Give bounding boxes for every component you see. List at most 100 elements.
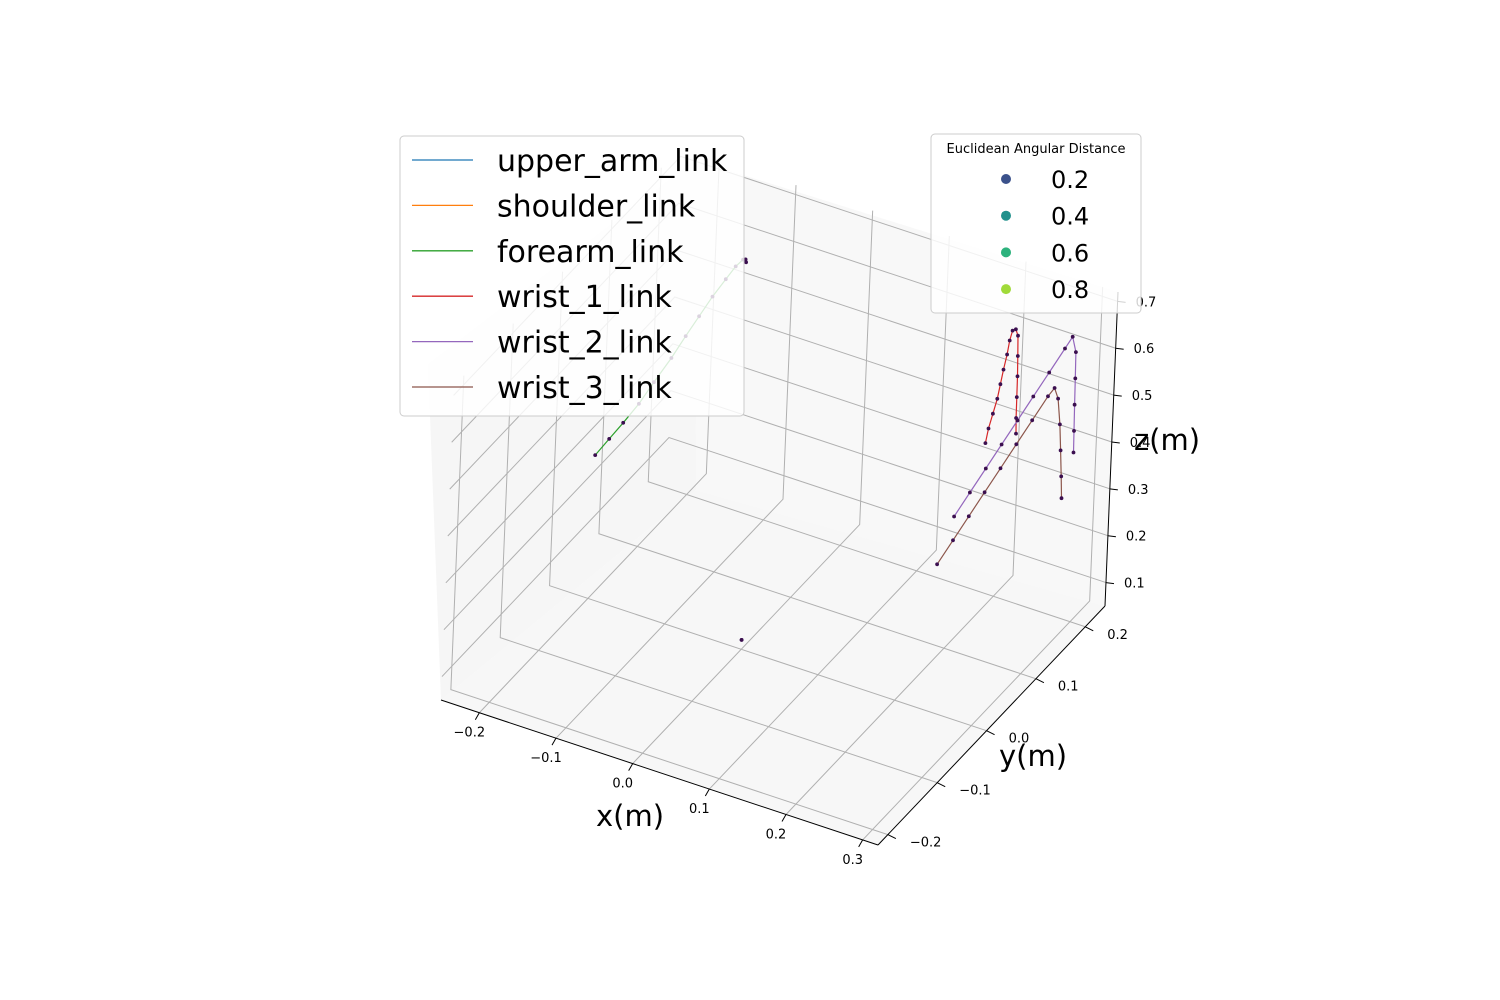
wrist-1-link-point [1014, 395, 1019, 399]
y-gridline [499, 323, 938, 784]
x-tick-mark [551, 737, 557, 746]
wrist-3-link-point [1046, 394, 1050, 399]
z-tick-mark [1107, 535, 1116, 538]
wrist-2-link-point [1070, 334, 1075, 339]
wrist-3-link-point [1059, 474, 1064, 479]
wrist-1-link-point [1010, 328, 1015, 333]
link-legend: upper_arm_link shoulder_link forearm_linkw… [399, 135, 745, 417]
wrist-3-link-point [998, 466, 1003, 471]
wrist-2-link-point [1074, 350, 1078, 354]
z-tick-mark [1115, 347, 1124, 350]
wrist-2-link-point [983, 466, 988, 471]
wrist-1-link-point [1015, 374, 1020, 379]
wrist-2-link-trajectory [953, 335, 1077, 517]
wrist-3-link-point [1058, 448, 1063, 453]
y-axis-line [877, 605, 1106, 846]
wrist-1-link-point [1001, 367, 1006, 372]
x-tick-label: 0.3 [842, 853, 863, 868]
wrist-3-link-point [966, 514, 971, 519]
distance-legend-entries: 0.2 0.4 0.6 0.8 [1001, 166, 1089, 304]
link-legend-entries: upper_arm_link shoulder_link forearm_linkw… [412, 144, 728, 406]
wrist-2-link-point [1072, 402, 1077, 407]
wrist-2-link-point [1073, 376, 1078, 381]
z-tick-mark [1109, 488, 1118, 491]
wrist-1-link-point [1005, 352, 1009, 357]
y-tick-mark [986, 730, 995, 736]
distance-legend-marker [1001, 247, 1011, 258]
forearm-link-point [607, 437, 612, 441]
wrist-1-link-point [986, 426, 991, 431]
x-gridline [785, 261, 1027, 815]
axes [440, 291, 1119, 846]
legend-label-wrist-2-link: wrist_2_link [497, 326, 672, 361]
legend-label-forearm-link: forearm_link [497, 235, 684, 270]
y-tick-mark [1035, 678, 1045, 684]
wrist-1-link-point [998, 382, 1003, 387]
distance-legend-label: 0.6 [1051, 239, 1089, 267]
z-tick-mark [1113, 394, 1122, 397]
wrist-3-link-point [1052, 386, 1057, 390]
z-tick-label: 0.1 [1124, 577, 1145, 592]
shoulder-link-point [739, 638, 744, 642]
wrist-3-link-point [1059, 496, 1064, 501]
x-tick-label: −0.2 [454, 726, 486, 741]
x-gridline [862, 286, 1104, 841]
distance-legend-label: 0.8 [1051, 276, 1089, 304]
wrist-3-link-point [1014, 442, 1019, 447]
wrist-2-link-point [1047, 370, 1052, 375]
wrist-1-link-point [1016, 333, 1020, 338]
x-tick-mark [474, 712, 480, 720]
x-tick-mark [628, 763, 634, 771]
x-tick-mark [704, 788, 710, 797]
distance-legend-label: 0.4 [1051, 203, 1089, 231]
forearm-link-point [621, 420, 626, 425]
x-axis-line [440, 699, 879, 846]
wrist-3-link-point [1058, 422, 1062, 427]
y-axis-label: y(m) [999, 739, 1067, 773]
z-axis-label: z(m) [1134, 423, 1200, 457]
wrist-2-link-point [1063, 346, 1067, 351]
z-tick-mark [1111, 441, 1120, 444]
wrist-2-link-point [1015, 418, 1020, 423]
y-tick-mark [887, 834, 897, 840]
y-tick-label: −0.2 [910, 836, 942, 851]
wrist-2-link-point [952, 514, 956, 519]
x-tick-mark [858, 839, 864, 848]
z-tick-label: 0.6 [1134, 342, 1155, 357]
distance-legend-marker [1001, 210, 1011, 221]
x-tick-label: 0.0 [612, 777, 633, 792]
y-tick-mark [1085, 626, 1094, 632]
distance-legend-marker [1001, 284, 1011, 295]
x-gridline [708, 236, 950, 790]
z-tick-label: 0.3 [1128, 483, 1149, 498]
x-gridline [632, 210, 874, 764]
wrist-1-link-trajectory [984, 328, 1019, 444]
x-tick-label: 0.1 [689, 802, 710, 817]
wrist-1-link-point [1014, 327, 1018, 332]
wrist-1-link-point [995, 396, 1000, 401]
wrist-2-link-point [999, 442, 1004, 447]
wrist-1-link-point [1007, 338, 1012, 343]
wrist-3-link-point [982, 490, 987, 495]
wrist-1-link-point [983, 441, 988, 445]
z-tick-mark [1105, 582, 1115, 585]
x-axis-label: x(m) [596, 799, 664, 833]
wrist-3-link-trajectory [936, 386, 1063, 565]
z-tick-label: 0.5 [1132, 389, 1153, 404]
distance-legend-frame [930, 133, 1142, 314]
legend-label-wrist-1-link: wrist_1_link [497, 280, 672, 315]
y-tick-label: −0.1 [959, 784, 991, 799]
legend-label-shoulder-link: shoulder_link [497, 189, 696, 224]
wrist-3-link-point [935, 562, 939, 567]
legend-label-upper-arm-link: upper_arm_link [497, 144, 728, 179]
wrist-1-link-point [1015, 354, 1020, 358]
distance-legend: Euclidean Angular Distance 0.2 0.4 0.6 0.8 [930, 133, 1142, 314]
z-tick-label: 0.2 [1126, 530, 1147, 545]
x-gridline [555, 185, 797, 739]
distance-legend-title: Euclidean Angular Distance [947, 142, 1126, 157]
y-gridline [450, 375, 889, 836]
x-tick-mark [781, 814, 787, 822]
y-tick-label: 0.0 [1009, 732, 1030, 747]
link-legend-frame [399, 135, 745, 417]
